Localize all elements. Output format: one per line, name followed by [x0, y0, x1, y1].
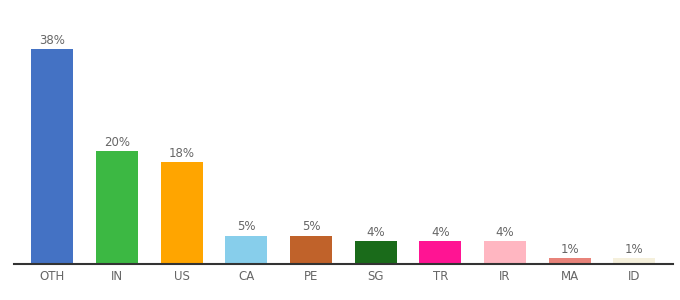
Text: 1%: 1% — [560, 243, 579, 256]
Text: 18%: 18% — [169, 147, 194, 160]
Text: 38%: 38% — [39, 34, 65, 47]
Bar — [96, 151, 138, 264]
Text: 20%: 20% — [104, 136, 130, 149]
Bar — [484, 242, 526, 264]
Text: 4%: 4% — [496, 226, 514, 239]
Text: 5%: 5% — [302, 220, 320, 233]
Text: 1%: 1% — [625, 243, 644, 256]
Bar — [420, 242, 462, 264]
Text: 5%: 5% — [237, 220, 256, 233]
Bar — [613, 258, 656, 264]
Bar — [31, 49, 73, 264]
Bar — [160, 162, 203, 264]
Text: 4%: 4% — [431, 226, 449, 239]
Bar — [549, 258, 591, 264]
Bar — [355, 242, 396, 264]
Bar — [225, 236, 267, 264]
Bar — [290, 236, 332, 264]
Text: 4%: 4% — [367, 226, 385, 239]
